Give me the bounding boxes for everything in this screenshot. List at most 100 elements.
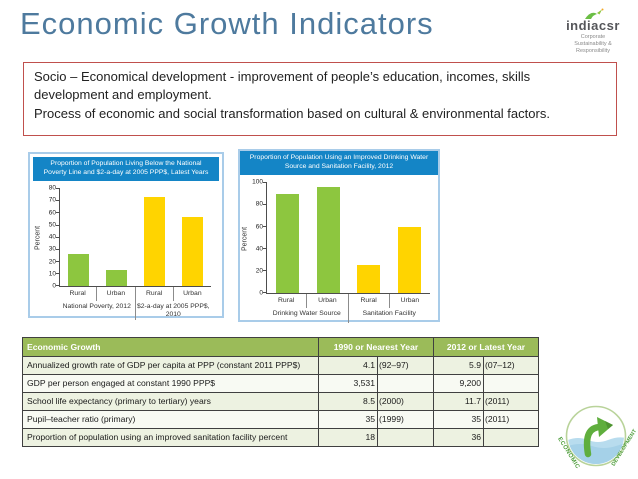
table-cell-v1: 3,531 [318,375,377,392]
group-axis: Drinking Water Source Sanitation Facility [266,307,430,323]
intro-textbox: Socio – Economical development - improve… [23,62,617,136]
group-axis: National Poverty, 2012 $2-a-day at 2005 P… [59,300,211,320]
category-label: Rural [349,293,390,308]
economic-development-badge: ECONOMIC DEVELOPMENT [556,405,636,470]
table-cell-y1: (92–97) [377,357,433,374]
plot-area [263,182,430,294]
y-tick-label: 80 [255,200,263,208]
y-tick-mark [56,188,60,190]
bar-slot [389,183,430,293]
bar-slot [173,189,211,286]
y-tick-mark [56,248,60,250]
y-tick-mark [56,212,60,214]
table-cell-v2: 11.7 [433,393,483,410]
category-label: Urban [183,289,202,297]
economic-table-body: Annualized growth rate of GDP per capita… [23,356,538,446]
y-axis: 0 10 20 30 40 50 60 70 80 [43,185,59,290]
bar-slot [349,183,390,293]
group-label: Sanitation Facility [362,309,416,317]
bar-slot [98,189,136,286]
y-tick-mark [56,260,60,262]
table-cell-label: School life expectancy (primary to terti… [27,396,211,406]
category-label: Rural [59,286,98,301]
y-tick-label: 50 [48,221,56,229]
bar-slot [267,183,308,293]
bar-rural-2 [143,197,165,286]
indiacsr-logo: indiacsr Corporate Sustainability & Resp… [554,8,632,55]
water-chart-title: Proportion of Population Using an Improv… [240,151,438,175]
group-label: Drinking Water Source [266,307,349,323]
table-cell-y1: (2000) [377,393,433,410]
y-axis: 0 20 40 60 80 100 [250,179,266,297]
table-row: Annualized growth rate of GDP per capita… [23,356,538,374]
category-label: Rural [266,293,308,308]
table-row: Proportion of population using an improv… [23,428,538,446]
bar-rural-2 [357,265,381,293]
y-tick-mark [56,236,60,238]
y-tick-mark [263,204,267,206]
table-cell-y1 [377,429,433,446]
table-cell-y2 [483,429,538,446]
y-tick-label: 100 [252,178,263,186]
y-tick-mark [263,226,267,228]
table-cell-y1 [377,375,433,392]
y-tick-label: 40 [255,245,263,253]
y-axis-label: Percent [34,225,42,250]
category-label: Urban [97,286,136,301]
category-label: Urban [307,293,349,308]
bar-urban-3 [398,226,422,293]
bar-urban-1 [106,269,128,286]
poverty-chart: Proportion of Population Living Below th… [28,152,224,320]
y-tick-label: 30 [48,245,56,253]
y-tick-mark [56,273,60,275]
table-cell-v1: 35 [318,411,377,428]
table-header-2012: 2012 or Latest Year [433,338,538,356]
table-cell-label: Proportion of population using an improv… [27,432,288,442]
table-row: School life expectancy (primary to terti… [23,392,538,410]
plot-area [56,188,211,287]
table-cell-v1: 18 [318,429,377,446]
bar-slot [308,183,349,293]
y-tick-mark [263,182,267,184]
category-axis: Rural Urban Rural Urban [59,286,211,301]
bar-rural-0 [275,193,299,293]
poverty-chart-title: Proportion of Population Living Below th… [33,157,219,181]
bar-urban-1 [316,187,340,293]
table-cell-v1: 8.5 [318,393,377,410]
category-label: Urban [400,296,420,304]
y-tick-label: 70 [48,196,56,204]
bird-icon [585,8,604,19]
brand-name: indiacsr [566,18,620,33]
table-cell-y2: (07–12) [483,357,538,374]
y-tick-mark [56,285,60,287]
water-sanitation-chart: Proportion of Population Using an Improv… [238,149,440,323]
y-tick-mark [56,200,60,202]
page-title: Economic Growth Indicators [20,6,434,41]
y-tick-mark [56,224,60,226]
y-tick-mark [263,270,267,272]
y-tick-mark [263,248,267,250]
y-tick-label: 0 [52,282,56,290]
category-axis: Rural Urban Rural Urban [266,293,430,308]
table-header-row: Economic Growth 1990 or Nearest Year 201… [23,338,538,356]
intro-line-2: Process of economic and social transform… [34,105,550,121]
table-cell-v2: 35 [433,411,483,428]
bar-rural-0 [68,254,90,286]
brand-tagline: Corporate Sustainability & Responsibilit… [574,34,612,55]
bar-slot [60,189,98,286]
y-tick-label: 80 [48,184,56,192]
table-cell-label: Pupil–teacher ratio (primary) [27,414,136,424]
bar-slot [136,189,174,286]
table-cell-label: GDP per person engaged at constant 1990 … [27,378,216,388]
table-cell-v1: 4.1 [318,357,377,374]
y-tick-label: 0 [259,289,263,297]
y-tick-label: 20 [48,257,56,265]
intro-line-1: Socio – Economical development - improve… [34,69,531,103]
y-axis-label: Percent [241,226,249,251]
y-tick-label: 40 [48,233,56,241]
y-tick-label: 10 [48,270,56,278]
table-cell-v2: 36 [433,429,483,446]
table-header-economic-growth: Economic Growth [27,342,101,352]
table-cell-v2: 9,200 [433,375,483,392]
economic-growth-table: Economic Growth 1990 or Nearest Year 201… [22,337,539,447]
